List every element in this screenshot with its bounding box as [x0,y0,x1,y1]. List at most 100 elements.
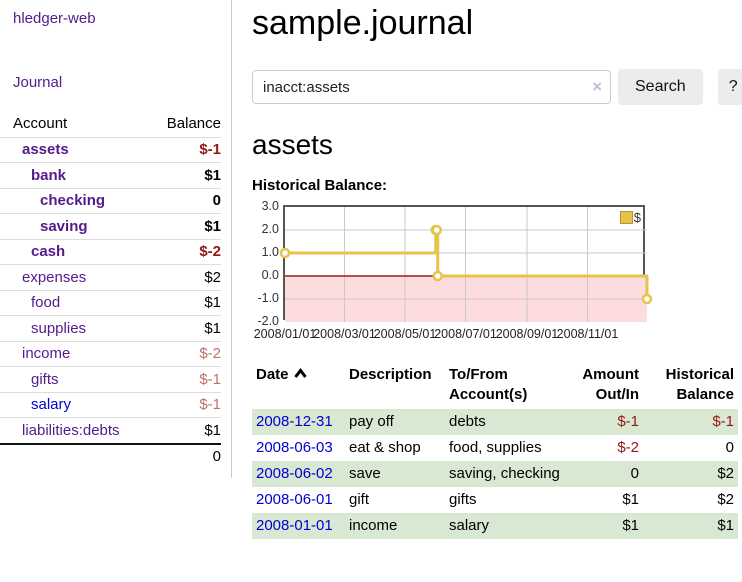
account-link-cash[interactable]: cash [31,243,66,261]
register-row: 2008-06-03 eat & shop food, supplies $-2 0 [252,435,738,461]
y-axis-tick-label: -2.0 [257,314,279,328]
header-amount: Amount Out/In [582,366,639,403]
header-description: Description [349,366,432,383]
accounts-table-header: Account Balance [0,111,221,137]
transaction-description: pay off [345,409,445,435]
y-axis-tick-label: 2.0 [261,222,279,236]
chart-line-svg [279,207,653,322]
x-axis-tick-label: 2008/09/01 [495,327,559,341]
account-row: checking 0 [0,187,221,214]
transaction-date-link[interactable]: 2008-06-02 [256,465,333,482]
register-header-row: Date Description To/From Account(s) Amou… [252,363,738,409]
accounts-table-body: assets $-1 bank $1 checking 0 saving $1 cash $-2 e… [0,136,221,443]
y-axis-tick-label: 3.0 [261,199,279,213]
transaction-accounts: food, supplies [449,439,542,456]
account-row: bank $1 [0,162,221,188]
transaction-balance: $-1 [643,409,738,435]
transaction-description: gift [349,491,370,508]
account-balance: $-2 [199,345,221,363]
transaction-date-link[interactable]: 2008-01-01 [256,517,333,534]
x-axis-tick-label: 2008/03/01 [313,327,376,341]
search-box: × [252,70,611,104]
register-row: 2008-01-01 income salary $1 $1 [252,513,738,539]
header-account: To/From Account(s) [449,366,528,403]
account-link-expenses[interactable]: expenses [22,268,87,286]
header-date[interactable]: Date [252,363,345,409]
transaction-amount: $-2 [617,439,639,456]
transaction-balance: 0 [725,439,734,456]
transaction-description: income [345,513,445,539]
accounts-table: Account Balance assets $-1 bank $1 checking 0… [0,111,221,468]
account-link-bank[interactable]: bank [31,166,67,184]
x-axis-tick-label: 2008/01/01 [253,327,317,341]
chart-plot-area[interactable]: $ [279,205,653,322]
account-link-salary[interactable]: salary [31,396,72,414]
account-link-supplies[interactable]: supplies [31,319,87,337]
account-link-food[interactable]: food [31,294,61,312]
transaction-date-link[interactable]: 2008-12-31 [256,413,333,430]
page-title: sample.journal [252,4,474,42]
account-link-gifts[interactable]: gifts [31,370,59,388]
accounts-total-value: 0 [212,447,221,465]
chart-title: Historical Balance: [252,177,388,194]
account-row: income $-2 [0,340,221,367]
account-column-header: Account [13,115,68,133]
transaction-accounts: gifts [449,491,477,508]
account-balance: $2 [204,268,221,286]
account-row: expenses $2 [0,264,221,290]
search-input[interactable] [252,70,611,104]
historical-balance-chart: $ 3.0 2.0 1.0 0.0 -1.0 -2.0 2008/01/01 2008/03/… [252,199,672,343]
register-row: 2008-06-02 save saving, checking 0 $2 [252,461,738,487]
transaction-date-link[interactable]: 2008-06-03 [256,439,333,456]
account-balance: $-2 [199,243,221,261]
main-content: sample.journal × Search ? assets Histori… [232,0,742,539]
chart-legend: $ [619,210,641,225]
transaction-balance: $1 [643,513,738,539]
account-balance: $1 [204,319,221,337]
search-button[interactable]: Search [618,69,703,105]
account-balance: $1 [204,166,221,184]
transaction-date-link[interactable]: 2008-06-01 [256,491,333,508]
sidebar: hledger-web Journal Account Balance asse… [0,0,232,478]
transaction-amount: 0 [567,461,643,487]
account-balance: $-1 [199,396,221,414]
account-row: supplies $1 [0,315,221,341]
sidebar-item-journal[interactable]: Journal [13,74,63,91]
x-axis-tick-label: 2008/05/01 [373,327,437,341]
balance-column-header: Balance [166,115,221,133]
transaction-balance: $2 [717,491,734,508]
account-balance: $-1 [199,141,221,159]
account-balance: $1 [204,217,221,235]
account-balance: 0 [212,192,221,210]
transaction-accounts: debts [445,409,567,435]
account-balance: $1 [204,421,221,439]
account-balance: $1 [204,294,221,312]
account-row: cash $-2 [0,238,221,265]
transaction-accounts: salary [445,513,567,539]
transaction-amount: $1 [567,513,643,539]
account-link-saving[interactable]: saving [40,217,88,235]
clear-search-icon[interactable]: × [592,77,602,96]
account-link-income[interactable]: income [22,345,71,363]
header-balance: Historical Balance [665,366,734,403]
account-heading: assets [252,129,333,160]
account-row: liabilities:debts $1 [0,417,221,443]
x-axis-tick-label: 2008/11/01 [556,327,619,341]
y-axis-tick-label: 1.0 [261,245,279,259]
transaction-accounts: saving, checking [445,461,567,487]
transaction-amount: $-1 [567,409,643,435]
sort-ascending-icon [293,368,307,378]
y-axis-tick-label: 0.0 [261,268,279,282]
x-axis-tick-label: 2008/07/01 [434,327,497,341]
account-link-assets[interactable]: assets [22,141,69,159]
app-title-link[interactable]: hledger-web [13,10,96,27]
register-table: Date Description To/From Account(s) Amou… [252,363,738,539]
transaction-balance: $2 [643,461,738,487]
help-button[interactable]: ? [717,69,742,105]
account-link-checking[interactable]: checking [40,192,106,210]
account-link-liabilities-debts[interactable]: liabilities:debts [22,421,120,439]
legend-swatch-icon [619,211,633,224]
register-row: 2008-12-31 pay off debts $-1 $-1 [252,409,738,435]
accounts-total-row: 0 [0,442,221,469]
account-row: gifts $-1 [0,366,221,392]
